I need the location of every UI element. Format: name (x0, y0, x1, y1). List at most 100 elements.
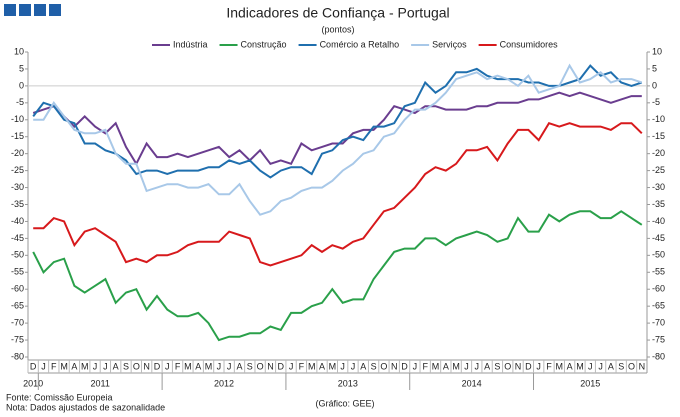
x-tick-label: F (51, 361, 57, 371)
x-tick-label: S (371, 361, 377, 371)
x-tick-label: J (103, 361, 108, 371)
y2-tick-label: -5 (652, 97, 660, 107)
y2-tick-label: -25 (652, 165, 665, 175)
year-label: 2012 (214, 378, 234, 388)
y-tick-label: -35 (11, 199, 24, 209)
x-tick-label: M (60, 361, 68, 371)
x-tick-label: J (165, 361, 170, 371)
x-tick-label: J (289, 361, 294, 371)
series-line (32, 64, 643, 179)
x-tick-label: A (195, 361, 201, 371)
y2-tick-label: -55 (652, 267, 665, 277)
logo-square (4, 4, 16, 16)
y2-tick-label: -40 (652, 216, 665, 226)
y2-tick-label: -50 (652, 250, 665, 260)
x-tick-label: J (227, 361, 232, 371)
y2-tick-label: -10 (652, 114, 665, 124)
y-tick-label: 0 (19, 80, 24, 90)
x-tick-label: N (515, 361, 522, 371)
x-tick-label: M (184, 361, 192, 371)
y-tick-label: 5 (19, 63, 24, 73)
y2-tick-label: -65 (652, 301, 665, 311)
x-tick-label: S (123, 361, 129, 371)
x-tick-label: O (380, 361, 387, 371)
x-tick-label: F (422, 361, 428, 371)
x-tick-label: A (236, 361, 242, 371)
x-tick-label: J (93, 361, 98, 371)
x-tick-label: N (267, 361, 274, 371)
x-tick-label: D (525, 361, 532, 371)
x-tick-label: D (154, 361, 161, 371)
x-tick-label: J (351, 361, 356, 371)
y-tick-label: -70 (11, 317, 24, 327)
y2-tick-label: -75 (652, 334, 665, 344)
chart-title: Indicadores de Confiança - Portugal (226, 5, 449, 21)
x-tick-label: J (413, 361, 418, 371)
x-tick-label: A (113, 361, 119, 371)
y2-tick-label: -45 (652, 233, 665, 243)
y2-tick-label: 10 (652, 46, 662, 56)
x-tick-label: J (217, 361, 222, 371)
y2-tick-label: 5 (652, 63, 657, 73)
x-tick-label: M (432, 361, 440, 371)
x-tick-label: J (41, 361, 46, 371)
y-tick-label: -30 (11, 182, 24, 192)
y-tick-label: -25 (11, 165, 24, 175)
y-tick-label: -5 (16, 97, 24, 107)
y2-tick-label: -80 (652, 351, 665, 361)
x-tick-label: M (556, 361, 564, 371)
x-tick-label: O (133, 361, 140, 371)
x-tick-label: D (278, 361, 285, 371)
x-tick-label: A (71, 361, 77, 371)
x-tick-label: O (257, 361, 264, 371)
logo-square (34, 4, 46, 16)
legend-label: Indústria (173, 39, 208, 49)
legend-label: Consumidores (500, 39, 559, 49)
x-tick-label: M (205, 361, 213, 371)
x-tick-label: D (401, 361, 408, 371)
x-tick-label: A (608, 361, 614, 371)
x-tick-label: A (360, 361, 366, 371)
x-tick-label: A (319, 361, 325, 371)
x-tick-label: M (452, 361, 460, 371)
x-tick-label: A (443, 361, 449, 371)
x-tick-label: M (81, 361, 89, 371)
series-line (32, 210, 643, 342)
y-tick-label: -80 (11, 351, 24, 361)
x-tick-label: J (536, 361, 541, 371)
y2-tick-label: -20 (652, 148, 665, 158)
series-line (33, 63, 643, 216)
year-label: 2014 (462, 378, 482, 388)
y2-tick-label: -15 (652, 131, 665, 141)
y-tick-label: -75 (11, 334, 24, 344)
x-tick-label: D (30, 361, 37, 371)
legend-label: Comércio a Retalho (320, 39, 400, 49)
x-tick-label: S (494, 361, 500, 371)
note: Fonte: Comissão Europeia (6, 392, 113, 402)
y-tick-label: -65 (11, 301, 24, 311)
y-tick-label: 10 (14, 46, 24, 56)
x-tick-label: M (576, 361, 584, 371)
year-label: 2015 (580, 378, 600, 388)
y-tick-label: -20 (11, 148, 24, 158)
x-tick-label: J (598, 361, 603, 371)
y2-tick-label: -35 (652, 199, 665, 209)
y-tick-label: -10 (11, 114, 24, 124)
y2-tick-label: -30 (652, 182, 665, 192)
x-tick-label: N (639, 361, 646, 371)
year-label: 2010 (23, 378, 43, 388)
x-tick-label: F (546, 361, 552, 371)
y-tick-label: -60 (11, 284, 24, 294)
series-line (33, 122, 643, 267)
legend-label: Construção (241, 39, 287, 49)
y2-tick-label: -70 (652, 317, 665, 327)
x-tick-label: O (628, 361, 635, 371)
y2-tick-label: 0 (652, 80, 657, 90)
y2-tick-label: -60 (652, 284, 665, 294)
x-tick-label: A (484, 361, 490, 371)
x-tick-label: F (175, 361, 181, 371)
y-tick-label: -55 (11, 267, 24, 277)
logo-square (19, 4, 31, 16)
credit: (Gráfico: GEE) (315, 398, 374, 408)
